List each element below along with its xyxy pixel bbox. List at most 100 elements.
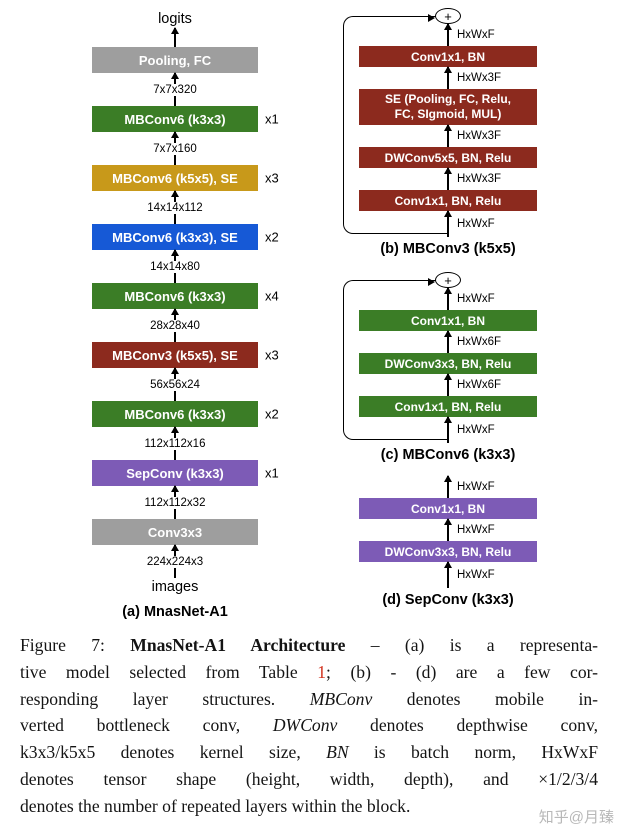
layer-box-mbconv6-k3x3: MBConv6 (k3x3) (92, 401, 258, 427)
layer-row-conv3x3: Conv3x3 (92, 519, 258, 545)
caption-line: k3x3/k5x5 denotes kernel size, BN is bat… (20, 739, 598, 766)
layer-row-mbconv3-k5x5-se: MBConv3 (k5x5), SE x3 (92, 342, 279, 368)
layer-row-mbconv6-k3x3-3: MBConv6 (k3x3) x2 (92, 401, 279, 427)
up-arrow-icon (447, 288, 449, 310)
block-label: Conv1x1, BN (410, 49, 486, 64)
layer-box-sepconv-k3x3: SepConv (k3x3) (92, 460, 258, 486)
connector: HxWxF (338, 288, 558, 310)
block-label-line1: SE (Pooling, FC, Relu, (385, 92, 511, 106)
repeat-label: x2 (265, 406, 279, 422)
diagram-sepconv-k3x3: HxWxF Conv1x1, BN HxWxF DWConv3x3, BN, R… (338, 476, 558, 608)
subcaption-c: (c) MBConv6 (k3x3) (380, 447, 516, 463)
caption-line: tive model selected from Table 1; (b) - … (20, 659, 598, 686)
tensor-dim-label: HxWx6F (457, 336, 502, 348)
block-label: DWConv5x5, BN, Relu (384, 150, 512, 165)
connector: HxWx3F (338, 125, 558, 147)
layer-row-mbconv6-k3x3-se: MBConv6 (k3x3), SE x2 (92, 224, 279, 250)
layer-row-mbconv6-k3x3-1: MBConv6 (k3x3) x1 (92, 106, 279, 132)
caption-text: is batch norm, HxWxF (348, 742, 599, 763)
connector: 112x112x16 (70, 427, 280, 460)
tensor-dim-label: HxWx6F (457, 379, 502, 391)
tensor-dim-label: 224x224x3 (143, 555, 207, 568)
caption-title: MnasNet-A1 Architecture (130, 635, 346, 655)
connector: 112x112x32 (70, 486, 280, 519)
connector: HxWxF (338, 476, 558, 498)
caption-term: BN (326, 742, 349, 763)
caption-text: denotes the number of repeated layers wi… (20, 795, 411, 816)
caption-text: – (a) is a representa- (345, 635, 598, 655)
layer-label: Conv3x3 (147, 524, 203, 540)
block-label: DWConv3x3, BN, Relu (384, 544, 512, 559)
up-arrow-icon (447, 168, 449, 190)
input-label: images (151, 579, 199, 595)
figure-caption: Figure 7: MnasNet-A1 Architecture – (a) … (20, 632, 598, 820)
watermark: 知乎@月臻 (538, 809, 614, 826)
tensor-dim-label: HxWxF (457, 218, 495, 230)
tensor-dim-label: 7x7x160 (150, 142, 200, 155)
block-box-conv1x1-bn: Conv1x1, BN (359, 46, 537, 67)
up-arrow-icon (447, 374, 449, 396)
block-box-conv1x1-bn-relu: Conv1x1, BN, Relu (359, 396, 537, 417)
subcaption-d: (d) SepConv (k3x3) (382, 592, 514, 608)
connector: 7x7x160 (70, 132, 280, 165)
connector: 14x14x80 (70, 250, 280, 283)
tensor-dim-label: HxWxF (457, 29, 495, 41)
tensor-dim-label: 28x28x40 (147, 319, 203, 332)
add-node: + (435, 272, 461, 288)
up-arrow-icon (447, 24, 449, 46)
up-arrow-icon (447, 67, 449, 89)
caption-line: verted bottleneck conv, DWConv denotes d… (20, 712, 598, 739)
layer-label: MBConv6 (k3x3), SE (112, 229, 238, 245)
caption-text: Figure 7: (20, 635, 131, 655)
connector: HxWxF (338, 211, 558, 237)
subcaption-a: (a) MnasNet-A1 (122, 604, 228, 620)
skip-connection (343, 278, 448, 440)
block-box-conv1x1-bn-relu: Conv1x1, BN, Relu (359, 190, 537, 211)
layer-label: MBConv6 (k3x3) (124, 406, 226, 422)
layer-row-mbconv6-k3x3-2: MBConv6 (k3x3) x4 (92, 283, 279, 309)
tensor-dim-label: HxWxF (457, 293, 495, 305)
block-label-line2: FC, SIgmoid, MUL) (394, 107, 502, 121)
caption-text: denotes depthwise conv, (337, 715, 598, 736)
caption-text: responding layer structures. (20, 688, 310, 709)
table-1-link[interactable]: 1 (317, 661, 327, 682)
repeat-label: x4 (265, 288, 279, 304)
layer-box-mbconv6-k5x5-se: MBConv6 (k5x5), SE (92, 165, 258, 191)
caption-text: denotes mobile in- (372, 688, 598, 709)
block-box-conv1x1-bn: Conv1x1, BN (359, 310, 537, 331)
up-arrow-icon (447, 562, 449, 588)
connector: 14x14x112 (70, 191, 280, 224)
block-label: Conv1x1, BN (410, 501, 486, 516)
connector (70, 28, 280, 47)
connector: 7x7x320 (70, 73, 280, 106)
tensor-dim-label: HxWx3F (457, 72, 502, 84)
connector: HxWxF (338, 562, 558, 588)
tensor-dim-label: HxWxF (457, 569, 495, 581)
connector: 28x28x40 (70, 309, 280, 342)
caption-text: ; (b) - (d) are a few cor- (326, 661, 598, 682)
skip-connection (343, 14, 448, 234)
block-box-dwconv5x5: DWConv5x5, BN, Relu (359, 147, 537, 168)
block-box-se: SE (Pooling, FC, Relu, FC, SIgmoid, MUL) (359, 89, 537, 125)
connector: HxWxF (338, 24, 558, 46)
connector: HxWx6F (338, 331, 558, 353)
tensor-dim-label: 14x14x112 (144, 201, 206, 214)
repeat-label: x1 (265, 465, 279, 481)
layer-box-mbconv3-k5x5-se: MBConv3 (k5x5), SE (92, 342, 258, 368)
up-arrow-icon (447, 211, 449, 237)
up-arrow-icon (447, 476, 449, 498)
layer-label: SepConv (k3x3) (126, 465, 224, 481)
tensor-dim-label: HxWxF (457, 524, 495, 536)
block-box-conv1x1-bn: Conv1x1, BN (359, 498, 537, 519)
caption-term: DWConv (272, 715, 338, 736)
tensor-dim-label: 7x7x320 (150, 83, 200, 96)
caption-line: Figure 7: MnasNet-A1 Architecture – (a) … (20, 632, 598, 659)
layer-row-mbconv6-k5x5-se: MBConv6 (k5x5), SE x3 (92, 165, 279, 191)
layer-row-pooling-fc: Pooling, FC (92, 47, 258, 73)
diagram-mbconv6-k3x3: + HxWxF Conv1x1, BN HxWx6F DWConv3x3, BN… (338, 272, 558, 463)
caption-term: MBConv (309, 688, 373, 709)
tensor-dim-label: HxWxF (457, 424, 495, 436)
caption-text: verted bottleneck conv, (20, 715, 273, 736)
caption-text: k3x3/k5x5 denotes kernel size, (20, 742, 327, 763)
connector: 224x224x3 (70, 545, 280, 578)
